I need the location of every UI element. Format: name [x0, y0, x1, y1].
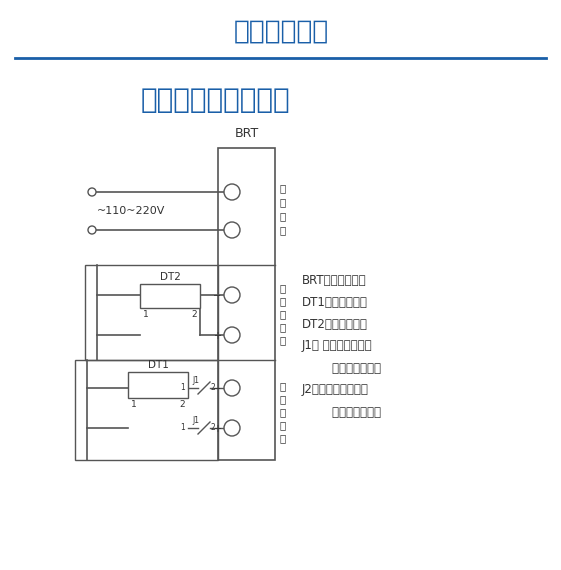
- Text: BRT: BRT: [234, 127, 259, 140]
- Circle shape: [224, 222, 240, 238]
- Text: +: +: [213, 424, 221, 434]
- Text: 1: 1: [131, 400, 137, 409]
- Circle shape: [224, 327, 240, 343]
- Text: −: −: [213, 291, 221, 301]
- Text: 压: 压: [280, 394, 286, 404]
- Text: 2: 2: [180, 400, 185, 409]
- Circle shape: [224, 380, 240, 396]
- Text: BRT：控制线路板: BRT：控制线路板: [302, 274, 367, 287]
- Text: 铁: 铁: [280, 336, 286, 345]
- Text: 1: 1: [180, 422, 185, 431]
- Text: 电: 电: [280, 407, 286, 417]
- Text: DT2：闭锁电磁铁: DT2：闭锁电磁铁: [302, 317, 368, 331]
- Text: 铁: 铁: [280, 433, 286, 443]
- Text: ~110~220V: ~110~220V: [97, 206, 165, 216]
- Text: 磁: 磁: [280, 420, 286, 430]
- Text: −: −: [213, 384, 221, 394]
- Text: +: +: [213, 331, 221, 341]
- Text: 闭: 闭: [280, 283, 286, 294]
- Text: 产品参数说明: 产品参数说明: [233, 19, 329, 45]
- Text: J1: J1: [192, 376, 200, 385]
- Text: 开关（常闭点）: 开关（常闭点）: [302, 405, 381, 418]
- Text: 2: 2: [211, 382, 216, 392]
- Text: DT2: DT2: [159, 272, 181, 282]
- Circle shape: [88, 226, 96, 234]
- Bar: [75, 360, 218, 460]
- Text: 锁: 锁: [280, 296, 286, 307]
- Bar: [128, 372, 188, 398]
- Text: DT1: DT1: [148, 360, 168, 370]
- Circle shape: [88, 188, 96, 196]
- Bar: [140, 284, 200, 308]
- Text: J1： 闭锁电磁铁微动: J1： 闭锁电磁铁微动: [302, 340, 373, 352]
- Text: DT1：欠压电磁铁: DT1：欠压电磁铁: [302, 295, 368, 308]
- Text: 磁: 磁: [280, 323, 286, 332]
- Text: J2：闭锁电磁铁微动: J2：闭锁电磁铁微动: [302, 384, 369, 397]
- Text: 源: 源: [280, 197, 286, 207]
- Circle shape: [224, 420, 240, 436]
- Circle shape: [224, 287, 240, 303]
- Text: 欠压失压线圈接线图: 欠压失压线圈接线图: [140, 86, 290, 114]
- Text: 入: 入: [280, 226, 286, 235]
- Text: 1: 1: [180, 382, 185, 392]
- Text: 2: 2: [191, 310, 197, 319]
- Bar: [85, 265, 218, 360]
- Text: J1: J1: [192, 416, 200, 425]
- Circle shape: [224, 184, 240, 200]
- Text: 2: 2: [211, 422, 216, 431]
- Text: 欠: 欠: [280, 381, 286, 391]
- Text: 开关（常闭点）: 开关（常闭点）: [302, 361, 381, 374]
- Text: 电: 电: [280, 184, 286, 193]
- Text: 1: 1: [143, 310, 149, 319]
- Text: 输: 输: [280, 211, 286, 222]
- Text: 电: 电: [280, 310, 286, 320]
- Bar: [218, 148, 275, 460]
